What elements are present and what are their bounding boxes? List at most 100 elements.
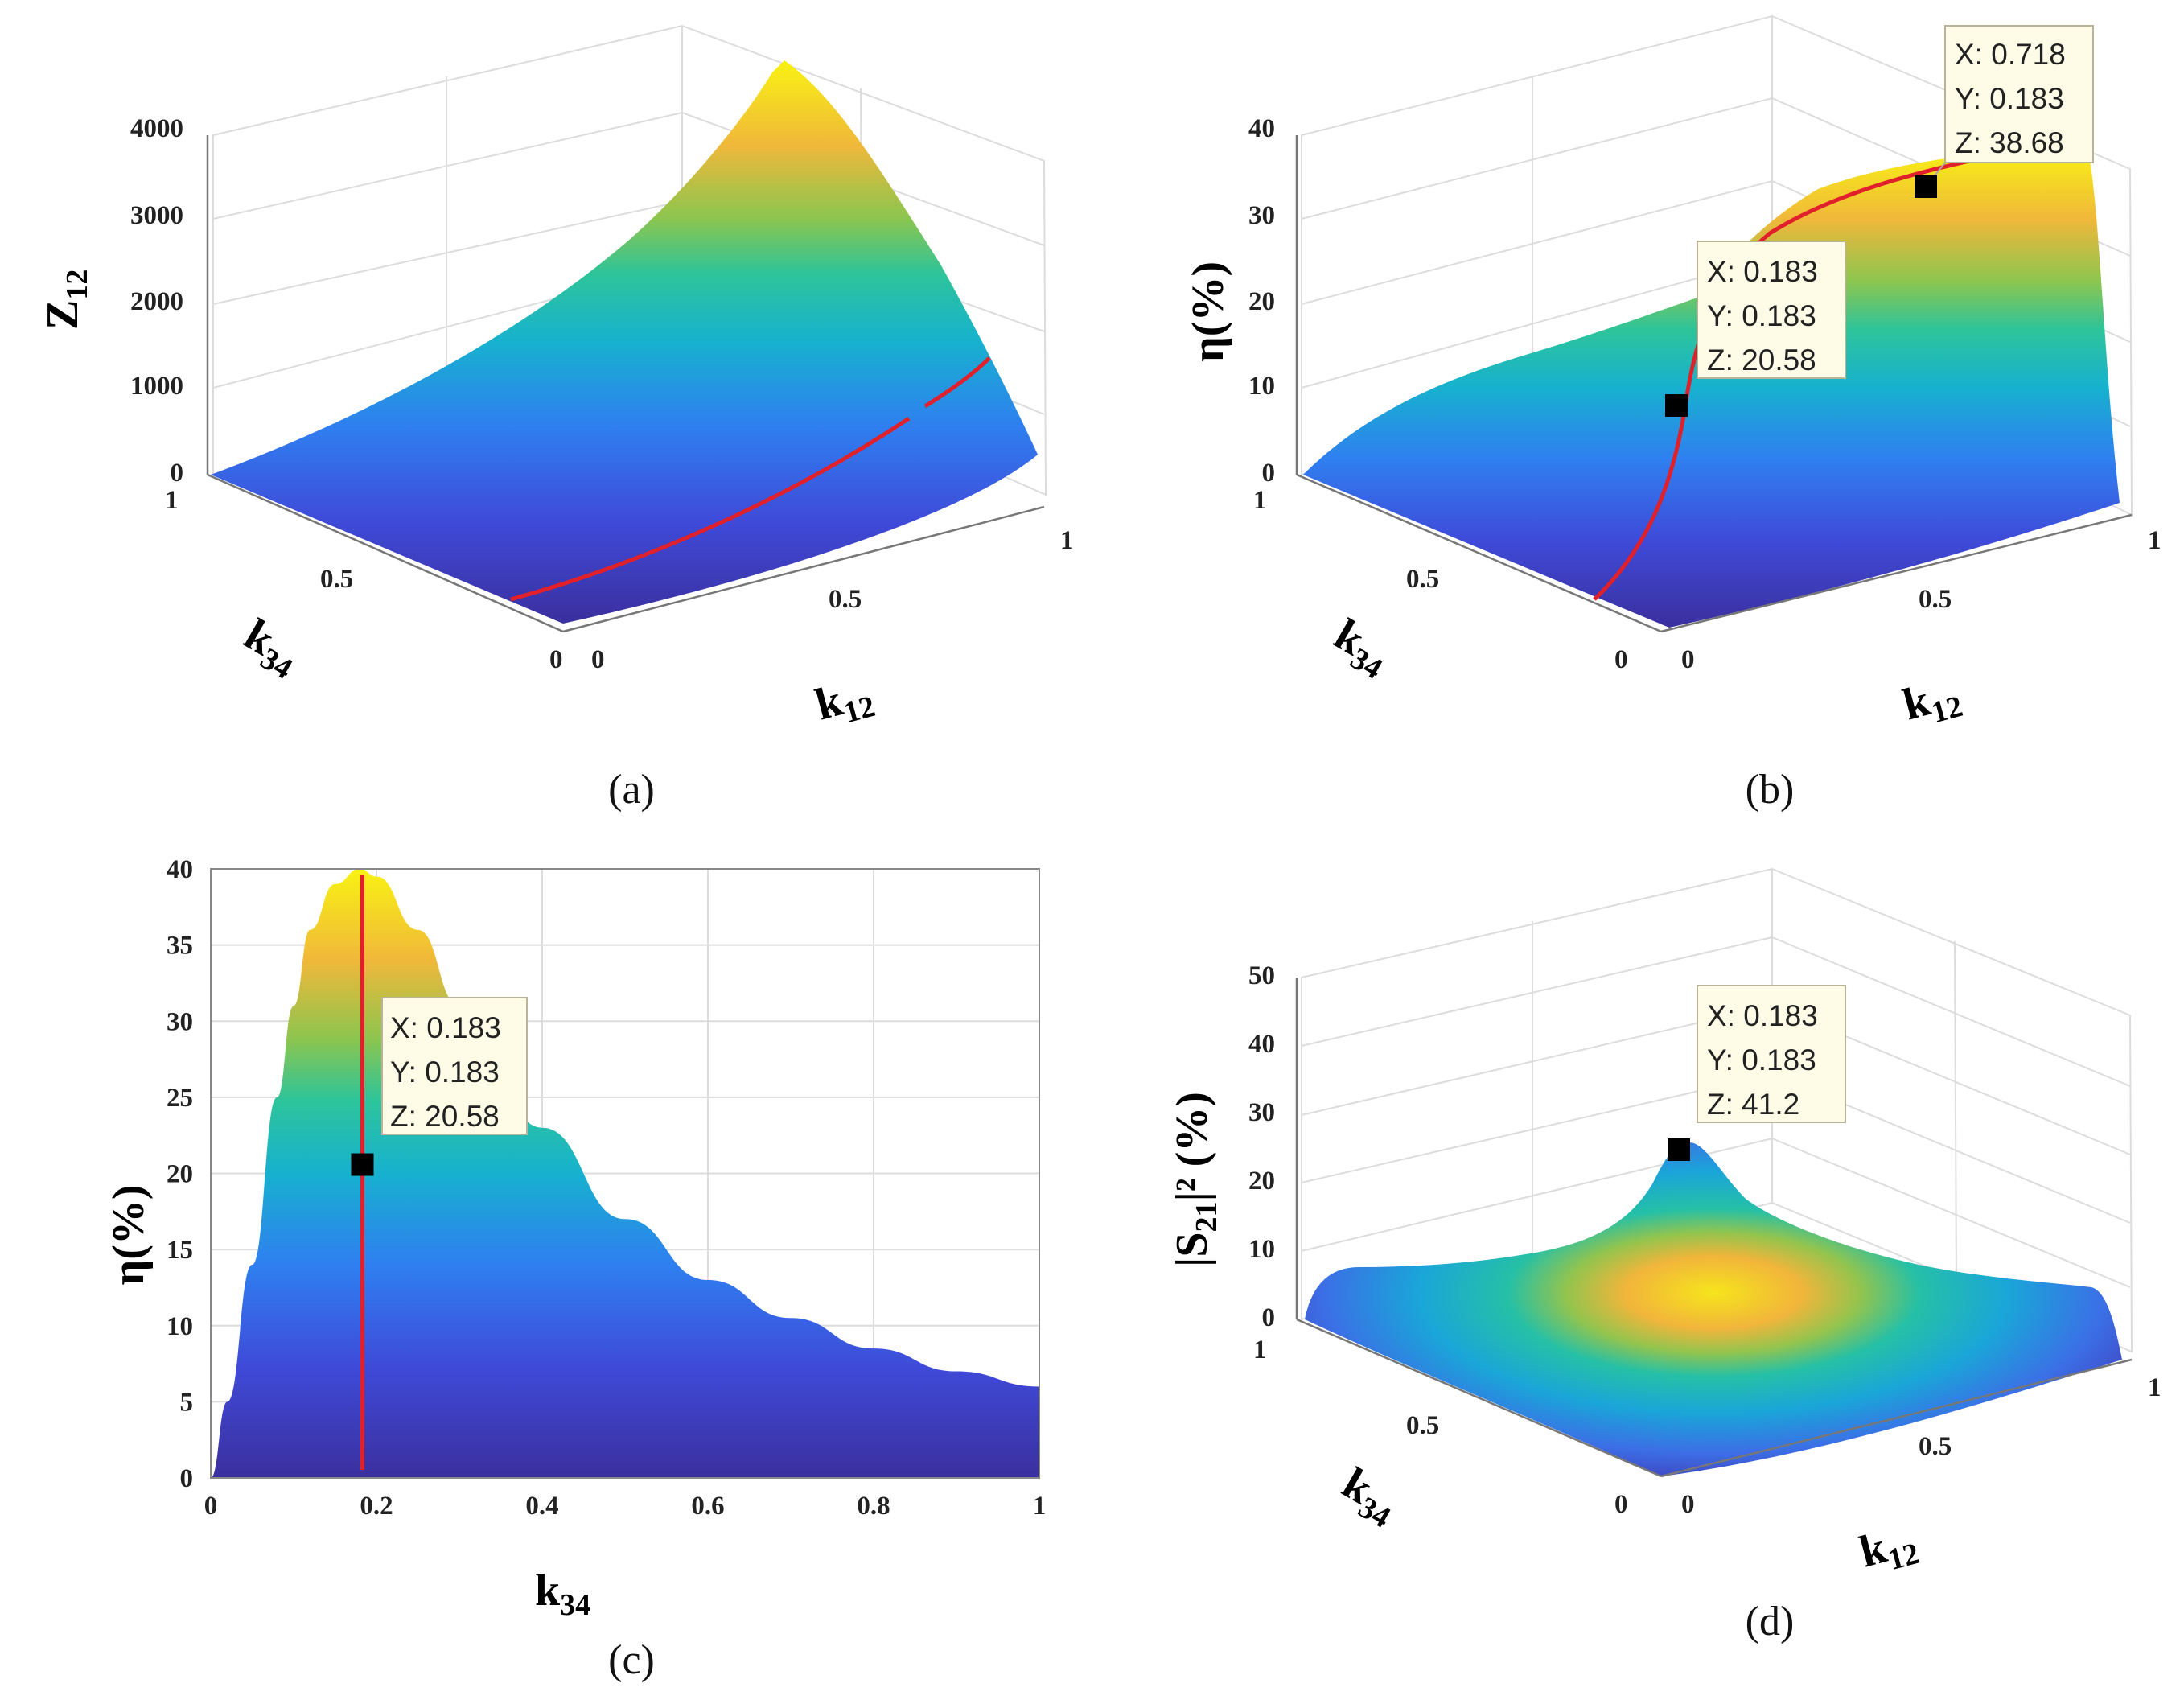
panel-c: 0 0.2 0.4 0.6 0.8 1 0 5 10 15 20 25 30 35 40 η(%) k34… (104, 855, 1046, 1683)
panel-c-xticks: 0 0.2 0.4 0.6 0.8 1 (204, 1492, 1047, 1521)
panel-a-yticks: 0 0.5 1 (165, 486, 563, 674)
panel-a-ztick: 2000 (130, 287, 183, 316)
panel-a-xticks: 0 0.5 1 (591, 526, 1074, 674)
panel-d-xlabel: k12 (1854, 1515, 1923, 1584)
panel-d-xticks: 0 0.5 1 (1681, 1373, 2161, 1519)
panel-c-xlabel-sub: 34 (560, 1588, 590, 1622)
panel-a-y-axis (207, 473, 564, 633)
panel-b-ylabel: k34 (1323, 610, 1400, 686)
panel-a-ytick: 0 (549, 645, 563, 674)
panel-b-datatip-1-box (1944, 25, 2094, 163)
panel-a-xtick: 0 (591, 645, 605, 674)
panel-c-ytick: 10 (167, 1312, 193, 1341)
panel-b-yticks: 0 0.5 1 (1253, 486, 1628, 674)
panel-b-xticks: 0 0.5 1 (1681, 526, 2161, 674)
panel-b-ztick: 40 (1248, 114, 1275, 143)
panel-c-ylabel: η(%) (104, 1184, 154, 1285)
panel-a-ylabel: k34 (233, 610, 310, 686)
panel-c-datatip[interactable]: X: 0.183 Y: 0.183 Z: 20.58 (351, 997, 528, 1176)
panel-d-zlabel: |S21|² (%) (1167, 1092, 1224, 1267)
panel-b-ztick: 10 (1248, 372, 1275, 401)
panel-c-axes-frame (210, 868, 1040, 1479)
panel-c-xtick: 0.8 (857, 1492, 890, 1521)
panel-d-zticks: 0 10 20 30 40 50 (1248, 961, 1275, 1332)
panel-b-xtick: 1 (2148, 526, 2161, 555)
panel-b-datatip-2-y: Y: 0.183 (1707, 299, 1816, 332)
panel-b-ztick: 30 (1248, 201, 1275, 230)
panel-d-x-axis (1660, 1358, 2133, 1478)
panel-d-ztick: 50 (1248, 961, 1275, 990)
panel-a-ztick: 3000 (130, 201, 183, 230)
panel-c-ytick: 25 (167, 1084, 193, 1113)
panel-d-yticks: 0 0.5 1 (1253, 1336, 1628, 1519)
panel-b-xtick: 0 (1681, 645, 1695, 674)
panel-b-surface (1303, 147, 2120, 628)
panel-b-datatip-1[interactable]: X: 0.718 Y: 0.183 Z: 38.68 (1915, 25, 2094, 198)
panel-d-ytick: 1 (1253, 1336, 1267, 1364)
panel-d-ztick: 20 (1248, 1167, 1275, 1196)
panel-a-zticks: 0 1000 2000 3000 4000 (130, 114, 183, 488)
panel-d-ztick: 10 (1248, 1235, 1275, 1264)
panel-b-ztick: 20 (1248, 287, 1275, 316)
panel-b-ytick: 0.5 (1406, 565, 1439, 594)
panel-b: 0 10 20 30 40 0 0.5 1 0 0.5 1 η(%) k34 k… (1183, 14, 2161, 813)
panel-d-surface (1305, 1142, 2122, 1476)
panel-b-zticks: 0 10 20 30 40 (1248, 114, 1275, 488)
panel-b-subtitle: (b) (1746, 767, 1795, 813)
panel-b-ytick: 0 (1614, 645, 1628, 674)
panel-a-ztick: 0 (171, 459, 184, 488)
panel-d-zlabel-tail: |² (%) (1167, 1092, 1217, 1201)
panel-c-datatip-z: Z: 20.58 (390, 1100, 500, 1133)
panel-a-surface (211, 60, 1038, 624)
panel-c-datatip-box (381, 997, 528, 1135)
panel-c-yticks: 0 5 10 15 20 25 30 35 40 (167, 855, 193, 1493)
panel-b-datatip-2-marker[interactable] (1665, 394, 1688, 417)
panel-b-datatip-2[interactable]: X: 0.183 Y: 0.183 Z: 20.58 (1665, 241, 1846, 417)
panel-c-xlabel-main: k (535, 1566, 561, 1616)
panel-b-datatip-1-z: Z: 38.68 (1955, 126, 2064, 159)
panel-b-datatip-1-marker[interactable] (1915, 175, 1937, 198)
panel-d: 0 10 20 30 40 50 0 0.5 1 0 0.5 1 |S21|² … (1167, 867, 2161, 1644)
panel-b-x-axis (1660, 513, 2133, 633)
panel-b-ztick: 0 (1262, 459, 1276, 488)
panel-d-xtick: 0.5 (1919, 1432, 1952, 1461)
panel-c-ytick: 30 (167, 1007, 193, 1036)
panel-a-xtick: 0.5 (829, 585, 862, 614)
panel-c-datatip-marker[interactable] (351, 1153, 374, 1176)
panel-b-datatip-2-z: Z: 20.58 (1707, 344, 1816, 377)
panel-b-datatip-2-x: X: 0.183 (1707, 255, 1818, 288)
panel-d-y-axis (1296, 1318, 1662, 1478)
panel-b-xtick: 0.5 (1919, 585, 1952, 614)
panel-b-datatip-1-x: X: 0.718 (1955, 38, 2066, 71)
panel-b-datatip-2-box (1697, 241, 1846, 379)
panel-d-ztick: 30 (1248, 1098, 1275, 1127)
panel-d-datatip-x: X: 0.183 (1707, 999, 1818, 1032)
panel-c-xtick: 0.6 (691, 1492, 724, 1521)
panel-c-ytick: 5 (180, 1388, 194, 1417)
panel-b-xlabel: k12 (1898, 668, 1966, 737)
panel-d-datatip-marker[interactable] (1668, 1138, 1690, 1161)
panel-a-ytick: 1 (165, 486, 179, 515)
panel-b-y-axis (1296, 473, 1662, 633)
panel-a-xlabel: k12 (810, 668, 878, 737)
panel-d-zlabel-main: |S (1167, 1233, 1217, 1267)
panel-a-zlabel-main: Z (38, 300, 88, 330)
panel-c-ytick: 15 (167, 1236, 193, 1265)
panel-a-ztick: 4000 (130, 114, 183, 143)
panel-a-x-axis (562, 505, 1045, 633)
panel-c-ytick: 0 (180, 1464, 194, 1493)
panel-b-datatip-1-y: Y: 0.183 (1955, 82, 2064, 115)
panel-d-zlabel-sub: 21 (1190, 1202, 1224, 1233)
panel-d-datatip[interactable]: X: 0.183 Y: 0.183 Z: 41.2 (1668, 985, 1846, 1161)
panel-d-xtick: 0 (1681, 1490, 1695, 1519)
panel-d-xtick: 1 (2148, 1373, 2161, 1402)
panel-a-xtick: 1 (1060, 526, 1074, 555)
panel-c-ytick: 40 (167, 855, 193, 884)
panel-a-subtitle: (a) (608, 767, 655, 813)
panel-d-datatip-y: Y: 0.183 (1707, 1043, 1816, 1076)
panel-c-xtick: 1 (1033, 1492, 1047, 1521)
panel-c-xtick: 0.2 (360, 1492, 393, 1521)
panel-d-ytick: 0 (1614, 1490, 1628, 1519)
panel-d-ztick: 0 (1262, 1303, 1276, 1332)
